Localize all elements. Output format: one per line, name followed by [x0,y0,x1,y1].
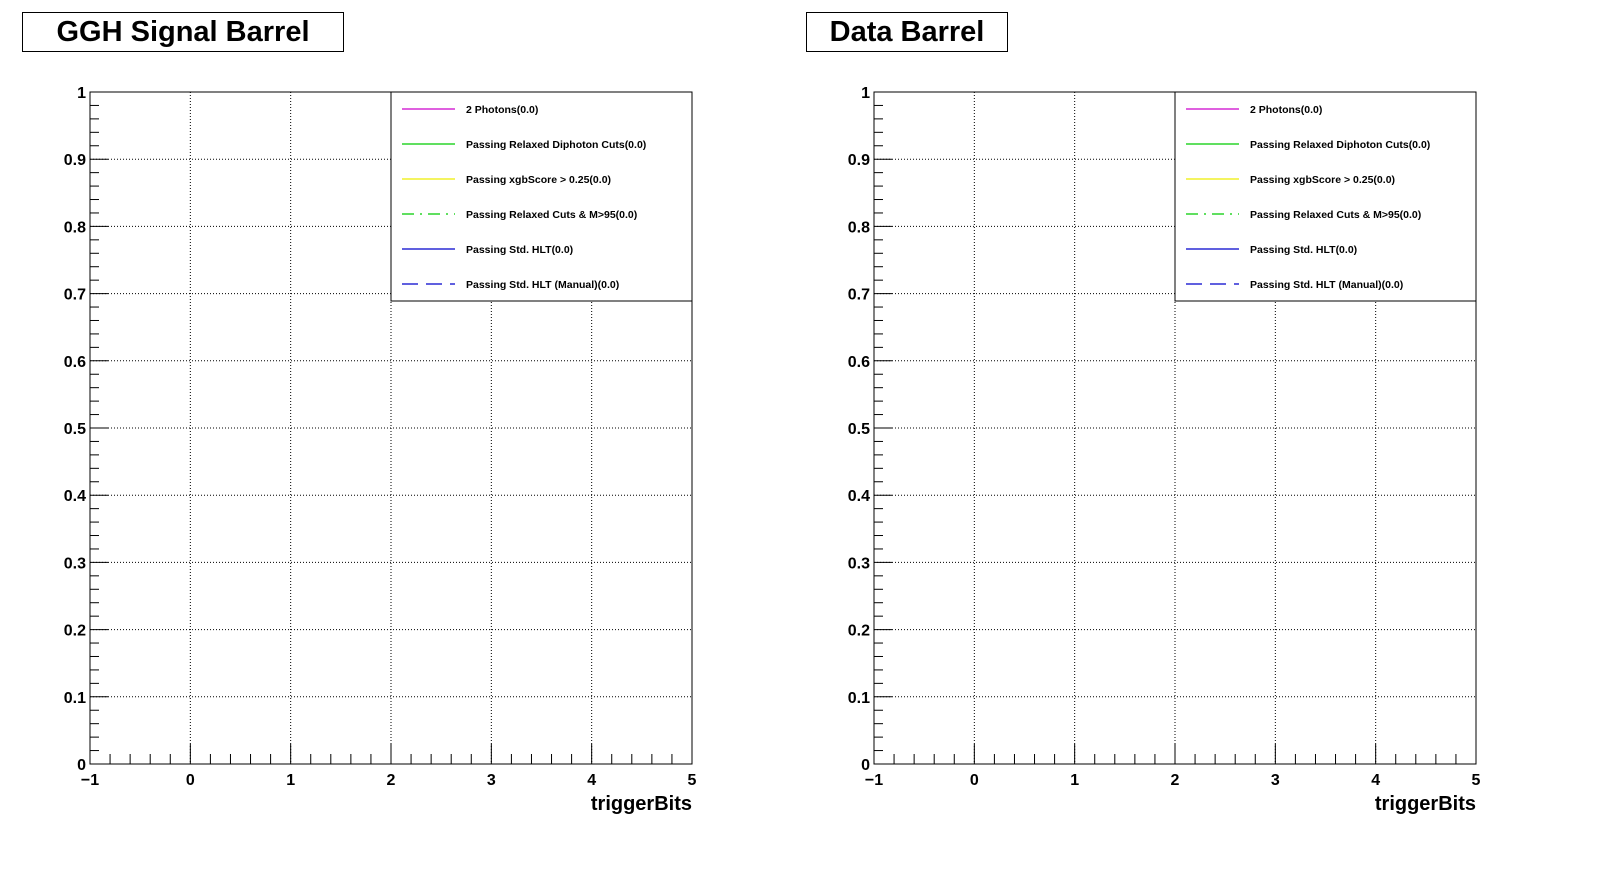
legend-entry: 2 Photons(0.0) [466,104,538,116]
y-tick-label: 0.9 [64,152,86,169]
legend-entry: Passing Std. HLT (Manual)(0.0) [1250,279,1403,291]
chart-title: GGH Signal Barrel [22,12,344,52]
chart-panel-ggh: GGH Signal Barrel 0 0.1 0.2 0.3 0.4 0.5 0.6 0.7… [0,0,790,874]
x-tick-label: 2 [387,772,396,789]
x-tick-label: −1 [81,772,99,789]
y-tick-label: 0.2 [848,623,870,640]
chart-ggh-signal-barrel: 00.10.20.30.40.50.60.70.80.91−1 0 1 2 3 4 5tri… [64,85,697,815]
legend-entry: Passing xgbScore > 0.25(0.0) [466,174,611,186]
chart-title: Data Barrel [806,12,1008,52]
x-tick-label: 0 [970,772,979,789]
chart-panel-data: Data Barrel 0 0.1 0.2 0.3 0.4 0.5 0.6 0.7 0.8 0.9… [784,0,1574,874]
x-tick-label: −1 [865,772,883,789]
legend-entry: Passing Std. HLT(0.0) [466,244,573,256]
legend-entry: Passing Relaxed Cuts & M>95(0.0) [466,209,637,221]
y-tick-label: 0 [861,757,870,774]
y-tick-label: 0.8 [64,219,86,236]
y-tick-label: 0.6 [64,354,86,371]
x-tick-label: 1 [1070,772,1079,789]
y-tick-label: 0.8 [848,219,870,236]
y-tick-label: 0.1 [848,690,870,707]
legend-entry: Passing Relaxed Diphoton Cuts(0.0) [466,139,646,151]
x-tick-label: 4 [587,772,596,789]
y-tick-label: 0.7 [848,287,870,304]
y-tick-label: 0.3 [64,555,86,572]
y-tick-label: 0.9 [848,152,870,169]
y-tick-label: 1 [861,85,870,102]
legend-entry: Passing Std. HLT (Manual)(0.0) [466,279,619,291]
y-tick-label: 0.4 [848,488,870,505]
x-tick-label: 3 [487,772,496,789]
x-axis-label: triggerBits [1375,793,1476,815]
y-tick-label: 0.1 [64,690,86,707]
x-tick-label: 5 [1472,772,1481,789]
x-tick-label: 1 [286,772,295,789]
x-tick-label: 4 [1371,772,1380,789]
legend-entry: 2 Photons(0.0) [1250,104,1322,116]
legend-box [1174,91,1477,302]
legend-entry: Passing Std. HLT(0.0) [1250,244,1357,256]
legend-entry: Passing Relaxed Diphoton Cuts(0.0) [1250,139,1430,151]
y-tick-label: 0.3 [848,555,870,572]
x-tick-label: 0 [186,772,195,789]
legend-entry: Passing xgbScore > 0.25(0.0) [1250,174,1395,186]
y-tick-label: 0.4 [64,488,86,505]
x-tick-label: 2 [1171,772,1180,789]
y-tick-label: 0.6 [848,354,870,371]
y-tick-label: 0.5 [848,421,870,438]
y-tick-label: 0.2 [64,623,86,640]
chart-data-barrel: 00.10.20.30.40.50.60.70.80.91−1 0 1 2 3 4 5tri… [848,85,1481,815]
y-tick-label: 0.5 [64,421,86,438]
x-tick-label: 3 [1271,772,1280,789]
x-tick-label: 5 [688,772,697,789]
x-axis-label: triggerBits [591,793,692,815]
y-tick-label: 0.7 [64,287,86,304]
legend-entry: Passing Relaxed Cuts & M>95(0.0) [1250,209,1421,221]
y-tick-label: 1 [77,85,86,102]
legend-box [390,91,693,302]
y-tick-label: 0 [77,757,86,774]
